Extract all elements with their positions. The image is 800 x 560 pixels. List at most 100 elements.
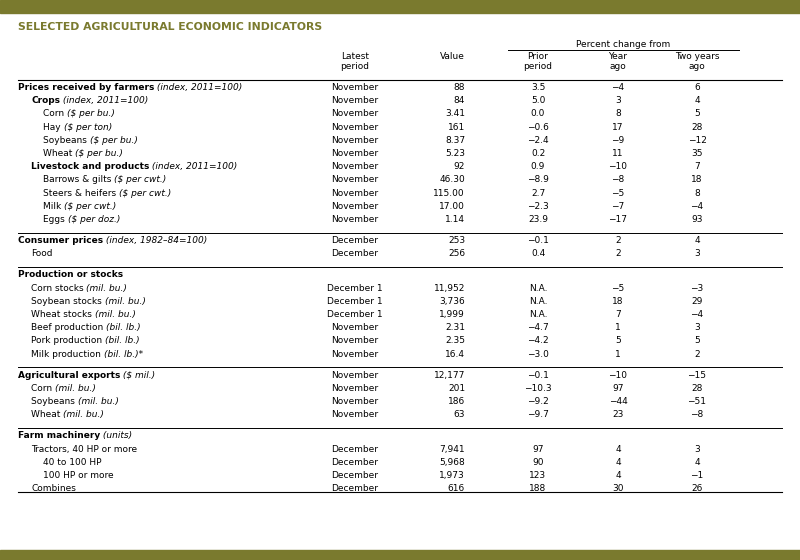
Text: 1,999: 1,999 <box>439 310 465 319</box>
Text: 8: 8 <box>615 109 621 118</box>
Text: −15: −15 <box>687 371 706 380</box>
Text: (bil. lb.): (bil. lb.) <box>105 337 140 346</box>
Text: N.A.: N.A. <box>529 310 547 319</box>
Text: −0.1: −0.1 <box>527 371 549 380</box>
Text: Hay: Hay <box>43 123 63 132</box>
Text: 2.35: 2.35 <box>445 337 465 346</box>
Text: 63: 63 <box>454 410 465 419</box>
Text: −8: −8 <box>611 175 625 184</box>
Text: 7,941: 7,941 <box>439 445 465 454</box>
Text: 100 HP or more: 100 HP or more <box>43 471 114 480</box>
Text: Farm machinery: Farm machinery <box>18 431 100 441</box>
Text: 2.7: 2.7 <box>531 189 545 198</box>
Text: 2: 2 <box>615 249 621 258</box>
Text: −3.0: −3.0 <box>527 349 549 358</box>
Text: 2: 2 <box>615 236 621 245</box>
Text: Milk: Milk <box>43 202 64 211</box>
Text: 4: 4 <box>694 458 700 467</box>
Text: Wheat: Wheat <box>43 149 75 158</box>
Text: N.A.: N.A. <box>529 297 547 306</box>
Text: 3.41: 3.41 <box>445 109 465 118</box>
Text: −12: −12 <box>687 136 706 145</box>
Text: Corn: Corn <box>43 109 67 118</box>
Text: (mil. bu.): (mil. bu.) <box>94 310 136 319</box>
Text: 26: 26 <box>691 484 702 493</box>
Text: 1.14: 1.14 <box>445 215 465 224</box>
Text: −51: −51 <box>687 397 706 406</box>
Text: 17.00: 17.00 <box>439 202 465 211</box>
Text: (index, 1982–84=100): (index, 1982–84=100) <box>103 236 207 245</box>
Text: November: November <box>331 215 378 224</box>
Text: 3.5: 3.5 <box>531 83 545 92</box>
Text: N.A.: N.A. <box>529 283 547 293</box>
Text: −9: −9 <box>611 136 625 145</box>
Text: −2.3: −2.3 <box>527 202 549 211</box>
Text: ($ per bu.): ($ per bu.) <box>67 109 115 118</box>
Text: 123: 123 <box>530 471 546 480</box>
Text: Production or stocks: Production or stocks <box>18 270 123 279</box>
Text: SELECTED AGRICULTURAL ECONOMIC INDICATORS: SELECTED AGRICULTURAL ECONOMIC INDICATOR… <box>18 22 322 32</box>
Text: 6: 6 <box>694 83 700 92</box>
Text: −0.6: −0.6 <box>527 123 549 132</box>
Text: 3: 3 <box>615 96 621 105</box>
Text: 88: 88 <box>454 83 465 92</box>
Text: 35: 35 <box>691 149 702 158</box>
Text: Two years
ago: Two years ago <box>674 52 719 71</box>
Text: −9.2: −9.2 <box>527 397 549 406</box>
Text: 4: 4 <box>694 236 700 245</box>
Text: 256: 256 <box>448 249 465 258</box>
Text: −9.7: −9.7 <box>527 410 549 419</box>
Text: 11,952: 11,952 <box>434 283 465 293</box>
Text: (mil. bu.): (mil. bu.) <box>63 410 104 419</box>
Text: November: November <box>331 349 378 358</box>
Text: −4: −4 <box>690 310 703 319</box>
Text: 0.0: 0.0 <box>531 109 545 118</box>
Text: Corn stocks: Corn stocks <box>31 283 86 293</box>
Text: 186: 186 <box>448 397 465 406</box>
Text: November: November <box>331 109 378 118</box>
Text: Soybean stocks: Soybean stocks <box>31 297 105 306</box>
Text: 5.23: 5.23 <box>445 149 465 158</box>
Text: December 1: December 1 <box>327 310 383 319</box>
Text: Agricultural exports: Agricultural exports <box>18 371 120 380</box>
Text: 23: 23 <box>612 410 624 419</box>
Text: Pork production: Pork production <box>31 337 105 346</box>
Text: 29: 29 <box>691 297 702 306</box>
Text: (mil. bu.): (mil. bu.) <box>55 384 96 393</box>
Text: Wheat: Wheat <box>31 410 63 419</box>
Text: December: December <box>331 484 378 493</box>
Text: 1: 1 <box>615 349 621 358</box>
Text: Milk production: Milk production <box>31 349 104 358</box>
Text: Beef production: Beef production <box>31 323 106 332</box>
Text: 3,736: 3,736 <box>439 297 465 306</box>
Text: Corn: Corn <box>31 384 55 393</box>
Text: −10: −10 <box>609 371 627 380</box>
Text: −44: −44 <box>609 397 627 406</box>
Text: November: November <box>331 162 378 171</box>
Text: −4: −4 <box>690 202 703 211</box>
Text: −17: −17 <box>609 215 627 224</box>
Text: 4: 4 <box>615 471 621 480</box>
Text: −3: −3 <box>690 283 704 293</box>
Text: −5: −5 <box>611 189 625 198</box>
Text: 18: 18 <box>691 175 702 184</box>
Text: November: November <box>331 410 378 419</box>
Text: November: November <box>331 189 378 198</box>
Text: 201: 201 <box>448 384 465 393</box>
Text: November: November <box>331 136 378 145</box>
Text: ($ per doz.): ($ per doz.) <box>68 215 120 224</box>
Text: −4.2: −4.2 <box>527 337 549 346</box>
Text: 18: 18 <box>612 297 624 306</box>
Text: Wheat stocks: Wheat stocks <box>31 310 94 319</box>
Text: ($ per cwt.): ($ per cwt.) <box>64 202 116 211</box>
Text: Latest
period: Latest period <box>341 52 370 71</box>
Text: 4: 4 <box>694 96 700 105</box>
Text: ($ per bu.): ($ per bu.) <box>90 136 138 145</box>
Text: December: December <box>331 458 378 467</box>
Text: 90: 90 <box>532 458 544 467</box>
Text: November: November <box>331 149 378 158</box>
Text: (bil. lb.): (bil. lb.) <box>106 323 141 332</box>
Text: ($ per bu.): ($ per bu.) <box>75 149 123 158</box>
Text: (mil. bu.): (mil. bu.) <box>78 397 118 406</box>
Text: 1: 1 <box>615 323 621 332</box>
